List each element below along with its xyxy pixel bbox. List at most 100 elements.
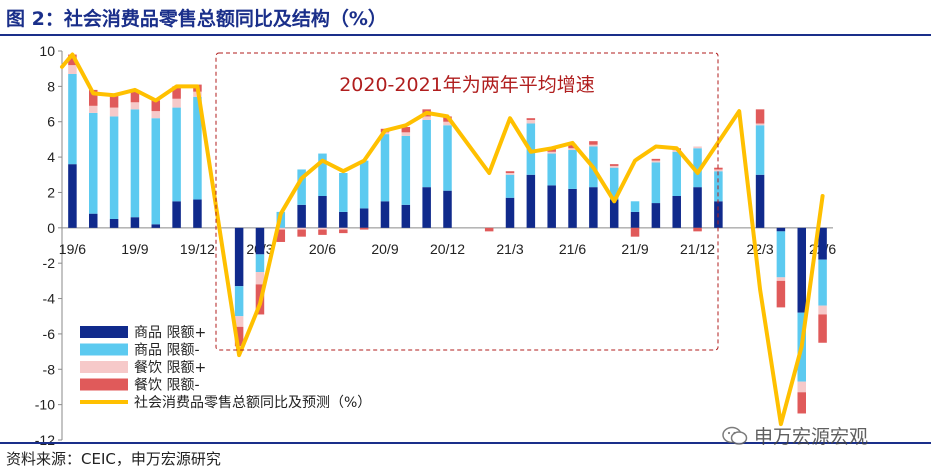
bar-segment [755,125,765,175]
bar-segment [318,153,327,196]
bar-segment [589,141,598,145]
bar-segment [234,316,244,327]
y-tick-label: -10 [35,397,55,413]
bar-segment [818,259,827,306]
x-tick-label: 20/6 [309,241,336,257]
x-tick-label: 22/3 [746,241,773,257]
bar-segment [297,227,306,230]
bar-segment [797,392,806,414]
bar-segment [68,54,77,66]
y-tick-label: -2 [43,255,56,271]
y-tick-label: -4 [43,291,56,307]
bar-segment [130,89,140,103]
bar-segment [630,201,640,212]
bar-segment [276,229,286,242]
bar-segment [130,217,140,228]
bar-segment [339,211,348,228]
title-divider [0,34,931,36]
bar-segment [693,227,702,232]
x-tick-label: 19/6 [59,241,86,257]
bar-segment [422,119,431,188]
bar-segment [526,118,536,120]
bar-segment [589,187,598,228]
bar-segment [401,132,411,136]
bar-segment [693,148,702,188]
bar-segment [755,109,765,124]
bar-segment [443,121,452,126]
bar-segment [339,173,348,212]
bar-segment [609,164,619,166]
bar-segment [339,229,348,234]
legend-swatch [80,361,128,373]
bar-segment [172,107,181,202]
legend-label: 商品 限额- [134,343,200,359]
x-tick-label: 21/12 [680,241,715,257]
footer-divider [0,442,931,444]
bar-segment [818,227,827,260]
bar-segment [443,125,452,191]
bar-segment [255,272,265,285]
bar-segment [505,171,515,174]
y-tick-label: 4 [47,149,55,165]
bar-segment [776,277,786,281]
bar-segment [318,227,327,230]
bar-segment [172,86,181,99]
bar-segment [89,112,98,214]
bar-segment [359,227,369,230]
legend-swatch [80,343,128,356]
y-tick-label: -12 [35,432,55,448]
bar-segment [630,227,640,237]
bar-segment [693,187,702,228]
bar-segment [234,326,244,347]
x-tick-label: 21/9 [621,241,648,257]
bar-segment [380,134,390,202]
bar-segment [505,174,515,198]
bar-segment [68,164,77,228]
bar-segment [339,227,348,230]
bar-segment [651,160,661,163]
bar-segment [651,162,661,204]
source-note: 资料来源：CEIC，申万宏源研究 [6,450,221,468]
bar-segment [755,123,765,126]
bar-segment [797,381,806,393]
bar-segment [547,153,556,186]
bar-segment [401,127,411,133]
y-tick-label: 8 [47,78,55,94]
legend-label: 社会消费品零售总额同比及预测（%） [134,395,371,411]
bar-segment [151,100,161,112]
bar-segment [172,98,181,108]
bar-segment [505,173,515,175]
bar-segment [672,195,681,228]
bar-segment [776,231,786,278]
bar-segment [193,96,202,200]
x-tick-label: 19/12 [180,241,215,257]
bar-segment [568,188,577,228]
bar-segment [89,89,98,106]
y-tick-label: 6 [47,114,55,130]
bar-segment [609,167,619,200]
x-tick-label: 21/3 [496,241,523,257]
legend-label: 商品 限额+ [134,325,206,341]
bar-segment [359,208,369,228]
bar-segment [422,116,431,120]
bar-segment [547,151,556,154]
legend-label: 餐饮 限额+ [134,360,206,376]
bar-segment [776,280,786,308]
x-tick-label: 20/9 [371,241,398,257]
annotation-box [215,52,719,351]
bar-segment [318,229,327,235]
bar-segment [651,203,661,228]
bar-segment [714,167,723,170]
x-tick-label: 21/6 [559,241,586,257]
bar-segment [568,148,577,151]
annotation-text: 2020-2021年为两年平均增速 [339,74,595,96]
bar-segment [380,201,390,228]
bar-segment [630,211,640,228]
bar-segment [526,119,536,124]
bar-segment [109,116,119,219]
page-title: 图 2：社会消费品零售总额同比及结构（%） [6,8,387,30]
bar-segment [68,65,77,74]
bar-segment [109,218,119,228]
bar-segment [818,305,827,315]
bar-segment [130,109,140,218]
